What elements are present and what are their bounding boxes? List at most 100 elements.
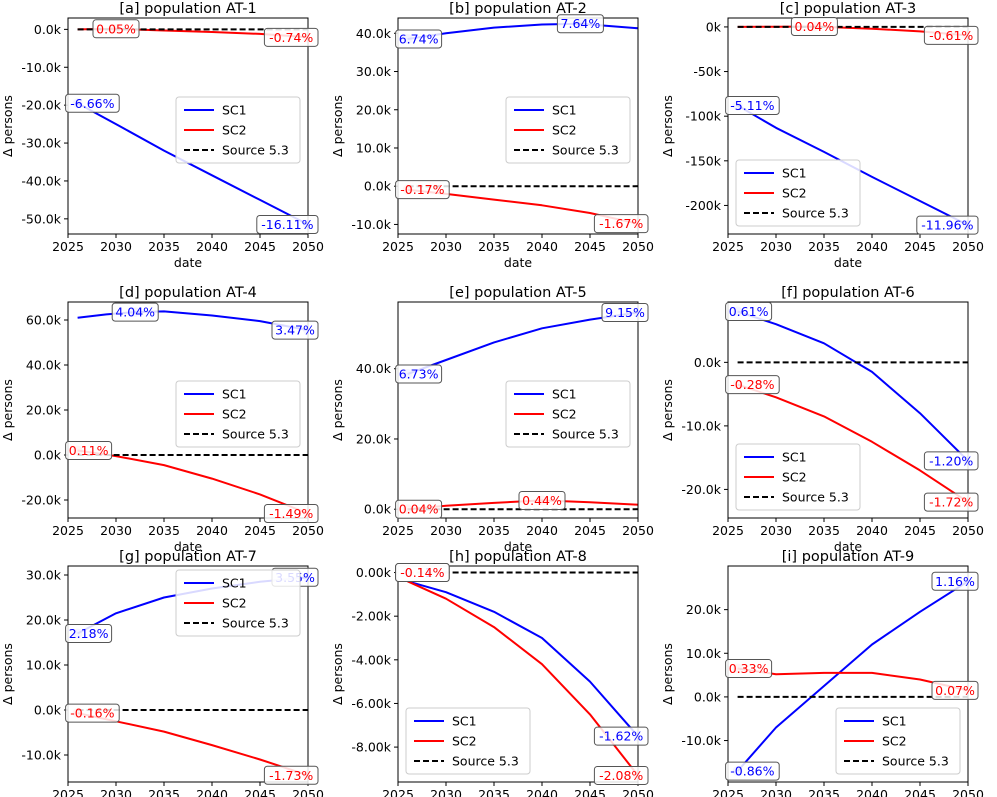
legend-label: Source 5.3 (552, 427, 619, 442)
x-tick-label: 2040 (856, 239, 888, 254)
series-line-sc2 (737, 383, 968, 503)
annotation-label: -0.28% (725, 375, 780, 395)
x-tick-label: 2035 (478, 787, 510, 797)
legend-label: Source 5.3 (222, 143, 289, 158)
x-tick-label: 2030 (100, 787, 132, 797)
x-tick-label: 2035 (478, 523, 510, 538)
y-tick-label: -200k (685, 198, 721, 213)
x-tick-label: 2050 (952, 523, 984, 538)
y-tick-label: -40.0k (21, 173, 61, 188)
annotation-label: 6.73% (395, 364, 443, 384)
legend-frame (735, 159, 861, 227)
legend-label: SC2 (222, 596, 247, 611)
annotation-box (725, 761, 780, 781)
subplot-title: [i] population AT-9 (782, 549, 915, 565)
annotation-label: -0.16% (65, 703, 120, 723)
subplot-title: [c] population AT-3 (780, 1, 916, 17)
y-tick-label: -10.0k (351, 217, 391, 232)
subplot-title: [h] population AT-8 (449, 549, 587, 565)
legend: SC1 SC2 Source 5.3 (175, 96, 301, 164)
annotation-text: -1.73% (269, 768, 313, 783)
x-tick-label: 2040 (196, 523, 228, 538)
y-tick-label: -10.0k (681, 418, 721, 433)
x-tick-label: 2050 (292, 787, 324, 797)
annotation-text: 6.74% (399, 32, 439, 47)
x-tick-label: 2040 (856, 523, 888, 538)
legend-label: SC2 (782, 470, 807, 485)
annotation-text: -1.49% (269, 506, 313, 521)
x-tick-label: 2050 (292, 239, 324, 254)
annotation-text: 2.18% (69, 626, 109, 641)
annotation-label: 1.16% (931, 571, 979, 591)
y-tick-label: 0.00k (356, 565, 392, 580)
annotation-label: 3.47% (271, 320, 319, 340)
y-axis-label: Δ persons (0, 643, 15, 705)
y-axis-label: Δ persons (660, 95, 675, 157)
legend-label: SC2 (552, 407, 577, 422)
annotation-text: -1.72% (929, 495, 973, 510)
annotation-box (556, 14, 604, 34)
x-tick-label: 2045 (574, 787, 606, 797)
annotation-text: 7.64% (561, 16, 601, 31)
x-tick-label: 2045 (904, 523, 936, 538)
annotation-box (790, 16, 838, 36)
legend-label: SC1 (882, 714, 907, 729)
x-tick-label: 2025 (382, 787, 414, 797)
subplot-4: [d] population AT-4 2025 2030 2035 2040 2045 2… (0, 285, 324, 554)
legend-label: SC2 (882, 734, 907, 749)
subplot-title: [g] population AT-7 (119, 549, 257, 565)
annotation-text: 0.04% (795, 19, 835, 34)
y-tick-label: 60.0k (26, 313, 62, 328)
y-tick-label: 0.0k (34, 448, 62, 463)
x-tick-label: 2035 (808, 787, 840, 797)
annotation-label: -6.66% (65, 93, 120, 113)
legend: SC1 SC2 Source 5.3 (735, 443, 861, 511)
annotation-text: -5.11% (730, 98, 774, 113)
annotation-label: -1.62% (593, 726, 649, 746)
x-axis-label: date (174, 255, 202, 270)
y-tick-label: 20.0k (686, 602, 722, 617)
annotation-label: 0.44% (518, 490, 566, 510)
annotation-text: -0.61% (929, 28, 973, 43)
x-axis-label: date (834, 255, 862, 270)
subplot-5: [e] population AT-5 2025 2030 2035 2040 2045 2… (330, 285, 654, 554)
subplot-title: [f] population AT-6 (781, 285, 915, 301)
annotation-box (395, 499, 443, 519)
x-tick-label: 2040 (526, 787, 558, 797)
legend-label: SC1 (782, 166, 807, 181)
legend-label: SC2 (222, 123, 247, 138)
y-tick-label: 0.0k (364, 502, 392, 517)
y-axis-label: Δ persons (0, 95, 15, 157)
annotation-text: -2.08% (599, 768, 643, 783)
x-tick-label: 2035 (148, 239, 180, 254)
annotation-box (256, 215, 319, 235)
legend-frame (175, 96, 301, 164)
y-tick-label: 0.0k (34, 703, 62, 718)
y-tick-label: 0k (706, 19, 722, 34)
legend-label: Source 5.3 (782, 206, 849, 221)
x-axis-label: date (504, 539, 532, 554)
axes-frame (727, 301, 969, 519)
legend-label: Source 5.3 (782, 490, 849, 505)
legend-label: SC2 (552, 123, 577, 138)
x-tick-label: 2045 (904, 787, 936, 797)
x-tick-label: 2035 (808, 239, 840, 254)
annotation-box (725, 375, 780, 395)
legend: SC1 SC2 Source 5.3 (175, 380, 301, 448)
legend-label: SC1 (782, 450, 807, 465)
annotation-box (65, 624, 113, 643)
annotation-text: -11.96% (921, 218, 973, 233)
y-tick-label: 20.0k (26, 613, 62, 628)
annotation-box (931, 680, 979, 700)
annotation-text: 4.04% (115, 305, 155, 320)
x-tick-label: 2025 (52, 787, 84, 797)
x-tick-label: 2040 (526, 239, 558, 254)
annotation-label: 4.04% (111, 302, 159, 322)
y-tick-label: 0.0k (694, 689, 722, 704)
y-axis-label: Δ persons (330, 643, 345, 705)
annotation-box (593, 214, 649, 234)
x-tick-label: 2035 (478, 239, 510, 254)
annotation-label: -0.86% (725, 761, 780, 781)
x-tick-label: 2035 (808, 523, 840, 538)
x-tick-label: 2050 (952, 787, 984, 797)
